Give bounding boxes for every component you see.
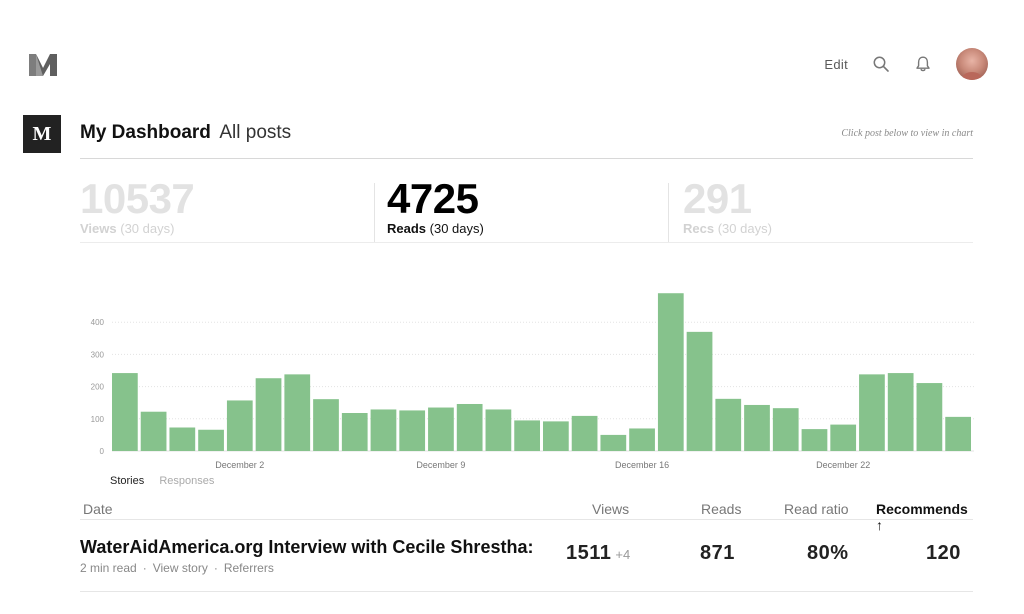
column-date[interactable]: Date — [83, 501, 113, 517]
chart-bar[interactable] — [169, 427, 196, 451]
tab-stories[interactable]: Stories — [110, 475, 145, 487]
chart-bar[interactable] — [514, 420, 540, 451]
y-tick-label: 100 — [91, 415, 105, 424]
recommends-cell: 120 — [926, 542, 961, 564]
chart-bar[interactable] — [399, 410, 426, 451]
views-cell: 1511 +4 — [566, 542, 631, 564]
chart-bar[interactable] — [945, 416, 971, 451]
chart-bar[interactable] — [198, 429, 224, 451]
chart-bar[interactable] — [428, 407, 454, 451]
stat-reads-label: Reads (30 days) — [387, 221, 484, 236]
chart-bar[interactable] — [543, 421, 569, 451]
chart-bar[interactable] — [284, 374, 311, 451]
stat-reads-value: 4725 — [387, 175, 479, 222]
stat-views-label: Views (30 days) — [80, 221, 175, 236]
column-read-ratio[interactable]: Read ratio — [784, 501, 849, 517]
page-title: My Dashboard — [80, 122, 211, 143]
chart-bar[interactable] — [112, 373, 138, 451]
table-row[interactable]: WaterAidAmerica.org Interview with Cecil… — [80, 520, 973, 592]
y-tick-label: 400 — [91, 318, 105, 327]
reads-cell: 871 — [700, 542, 735, 564]
chart-bar[interactable] — [255, 378, 282, 451]
chart-bar[interactable] — [887, 373, 914, 451]
chart-bar[interactable] — [715, 398, 742, 451]
y-tick-label: 200 — [91, 383, 105, 392]
column-views[interactable]: Views — [592, 501, 630, 517]
chart-bar[interactable] — [859, 374, 885, 451]
x-tick-label: December 9 — [416, 460, 465, 470]
reads-bar-chart: 0 100 200 300 400 December 2 December 9 Decembe… — [91, 293, 974, 470]
chart-bar[interactable] — [370, 409, 397, 451]
chart-bar[interactable] — [686, 331, 713, 451]
chart-bar[interactable] — [456, 403, 483, 451]
chart-bar[interactable] — [571, 415, 598, 451]
edit-link[interactable]: Edit — [824, 56, 848, 72]
content-tabs: Stories Responses — [110, 475, 226, 487]
medium-logo-icon[interactable] — [27, 50, 59, 78]
stat-divider — [668, 183, 669, 243]
bell-icon[interactable] — [914, 55, 932, 73]
stat-recs-label: Recs (30 days) — [683, 221, 772, 236]
chart-bar[interactable] — [341, 413, 368, 451]
chart-bar[interactable] — [744, 404, 770, 451]
chart-bar[interactable] — [801, 429, 828, 451]
user-avatar[interactable] — [956, 48, 988, 80]
top-actions: Edit — [824, 48, 988, 80]
stat-views-value: 10537 — [80, 175, 195, 222]
read-time: 2 min read — [80, 561, 137, 575]
post-meta: 2 min read · View story · Referrers — [80, 561, 274, 575]
post-title[interactable]: WaterAidAmerica.org Interview with Cecil… — [80, 537, 534, 557]
views-delta: +4 — [615, 547, 631, 562]
stat-reads[interactable]: 4725 Reads (30 days) — [387, 177, 484, 243]
tab-responses[interactable]: Responses — [159, 475, 215, 487]
chart-bar[interactable] — [916, 383, 943, 451]
chart-hint: Click post below to view in chart — [841, 128, 973, 139]
y-tick-label: 300 — [91, 350, 105, 359]
column-recommends[interactable]: Recommends ↑ — [876, 501, 968, 533]
read-ratio-cell: 80% — [807, 542, 849, 564]
chart-bar[interactable] — [226, 400, 253, 451]
chart-bar[interactable] — [772, 408, 799, 451]
chart-bar[interactable] — [313, 399, 339, 451]
stat-divider — [374, 183, 375, 243]
chart-bar[interactable] — [485, 409, 512, 451]
view-story-link[interactable]: View story — [152, 561, 208, 575]
stat-views[interactable]: 10537 Views (30 days) — [80, 175, 195, 243]
table-header: Date Views Reads Read ratio Recommends ↑ — [80, 498, 973, 533]
y-tick-label: 0 — [100, 447, 105, 456]
publication-badge[interactable]: M — [23, 115, 61, 153]
stats-summary: 10537 Views (30 days) 4725 Reads (30 day… — [80, 177, 973, 243]
chart-bar[interactable] — [600, 434, 627, 451]
x-tick-label: December 22 — [816, 460, 870, 470]
dashboard-header: My Dashboard All posts Click post below … — [80, 122, 973, 159]
stats-divider-line — [80, 242, 973, 243]
referrers-link[interactable]: Referrers — [223, 561, 274, 575]
chart-bar[interactable] — [830, 424, 857, 451]
chart-bar[interactable] — [629, 428, 655, 451]
stat-recs[interactable]: 291 Recs (30 days) — [683, 177, 772, 243]
stat-recs-value: 291 — [683, 175, 752, 222]
page-subtitle: All posts — [219, 122, 292, 143]
chart-bar[interactable] — [657, 293, 684, 451]
search-icon[interactable] — [872, 55, 890, 73]
x-tick-label: December 2 — [215, 460, 264, 470]
top-navigation: Edit — [0, 0, 1024, 110]
column-reads[interactable]: Reads — [701, 501, 742, 517]
chart-bar[interactable] — [140, 411, 167, 451]
x-tick-label: December 16 — [615, 460, 669, 470]
